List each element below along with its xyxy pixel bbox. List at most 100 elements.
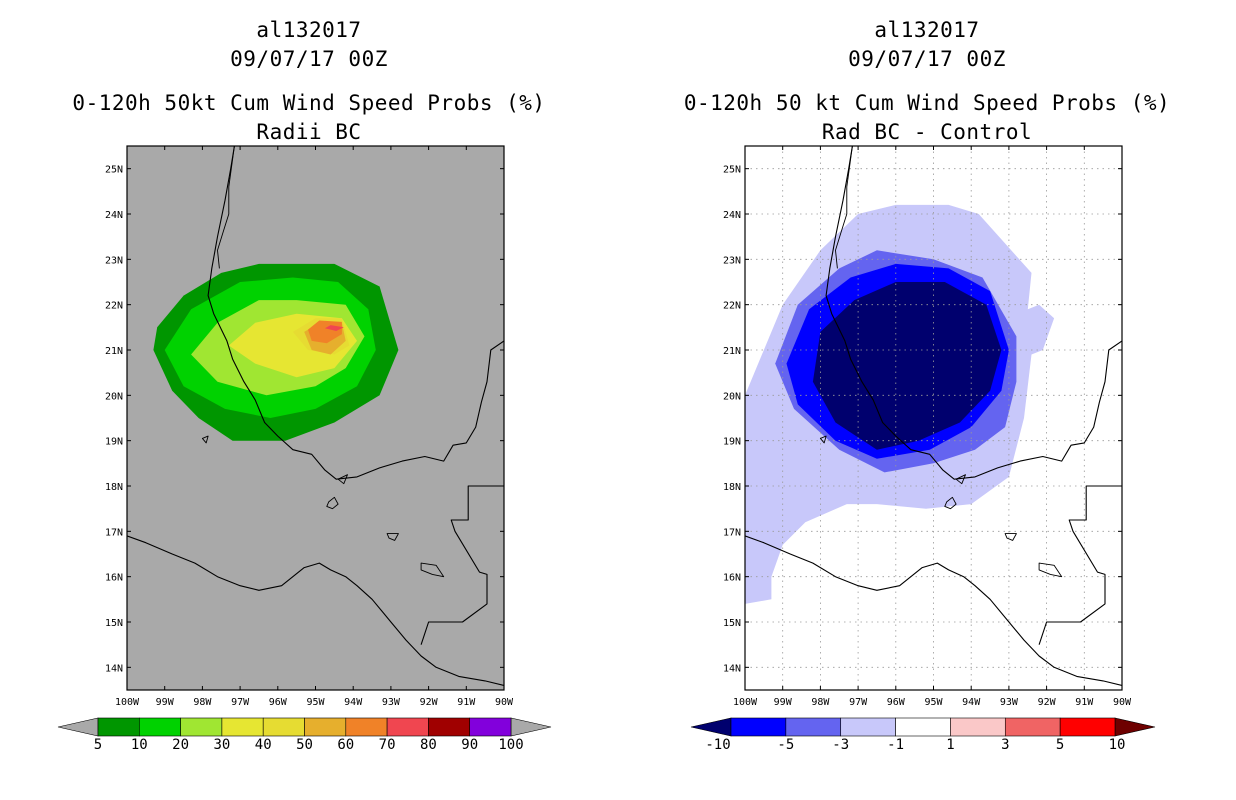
colorbar-high-arrow: [510, 717, 552, 737]
colorbar-swatch: [895, 717, 951, 737]
colorbar-swatch: [386, 717, 429, 737]
contour-neg10: [812, 282, 1002, 450]
x-tick-label: 98W: [811, 697, 830, 708]
gulf-coastline: [207, 146, 504, 480]
x-tick-label: 100W: [115, 697, 140, 708]
lake-outline: [386, 533, 399, 541]
product-title: 0-120h 50kt Cum Wind Speed Probs (%): [72, 91, 546, 115]
probability-map: 100W 99W 98W 97W 96W 95W 94W 93W 92W 91W 90W 25N 24N…: [57, 145, 552, 753]
colorbar-label: 80: [420, 737, 437, 753]
y-tick-label: 21N: [105, 346, 123, 357]
colorbar-label: 3: [1001, 737, 1009, 753]
colorbar-swatch: [950, 717, 1006, 737]
colorbar-label: 70: [379, 737, 396, 753]
colorbar-swatch: [97, 717, 140, 737]
lake-outline: [1004, 533, 1017, 541]
right-panel: al132017 09/07/17 00Z 0-120h 50 kt Cum W…: [618, 0, 1236, 800]
x-tick-label: 99W: [774, 697, 793, 708]
colorbar-label: 10: [131, 737, 148, 753]
product-title: 0-120h 50 kt Cum Wind Speed Probs (%): [683, 91, 1171, 115]
colorbar-label: 5: [1056, 737, 1064, 753]
lake-outline: [955, 474, 966, 485]
colorbar-swatch: [139, 717, 181, 737]
y-tick-label: 23N: [723, 255, 741, 266]
x-tick-label: 96W: [887, 697, 906, 708]
x-tick-label: 93W: [382, 697, 401, 708]
colorbar-label: 20: [172, 737, 189, 753]
y-tick-label: 14N: [105, 663, 123, 674]
colorbar-label: 50: [296, 737, 313, 753]
valid-time-title: 09/07/17 00Z: [230, 47, 388, 71]
y-tick-label: 17N: [723, 527, 741, 538]
map-layer: [745, 146, 1122, 690]
colorbar-label: -5: [777, 737, 794, 753]
lake-outline: [944, 496, 957, 510]
y-tick-label: 16N: [723, 573, 741, 584]
colorbar-label: 90: [461, 737, 478, 753]
colorbar-label: 30: [213, 737, 230, 753]
colorbar-label: -10: [705, 737, 730, 753]
x-tick-label: 95W: [924, 697, 943, 708]
colorbar-label: 100: [498, 737, 523, 753]
y-tick-label: 20N: [723, 391, 741, 402]
x-tick-label: 98W: [193, 697, 212, 708]
colorbar-swatch: [730, 717, 787, 737]
lake-outline: [420, 562, 445, 578]
y-tick-label: 15N: [105, 618, 123, 629]
x-tick-label: 91W: [457, 697, 476, 708]
colorbar-label: 40: [255, 737, 272, 753]
difference-map: 100W 99W 98W 97W 96W 95W 94W 93W 92W 91W 90W 25N 24N…: [690, 145, 1156, 753]
colorbar-low-arrow: [690, 717, 732, 737]
y-tick-label: 16N: [105, 573, 123, 584]
x-tick-label: 91W: [1075, 697, 1094, 708]
x-tick-label: 92W: [420, 697, 439, 708]
x-tick-label: 90W: [1113, 697, 1132, 708]
colorbar-swatch: [1059, 717, 1116, 737]
x-tick-label: 96W: [269, 697, 288, 708]
gulf-coastline: [825, 146, 1122, 480]
colorbar: -10 -5 -3 -1 1 3 5 10: [690, 717, 1156, 753]
colorbar-label: -1: [887, 737, 904, 753]
x-tick-label: 93W: [1000, 697, 1019, 708]
pacific-coastline: [745, 535, 1122, 687]
x-tick-label: 97W: [849, 697, 868, 708]
lake-outline: [819, 435, 827, 444]
y-tick-label: 15N: [723, 618, 741, 629]
y-tick-label: 22N: [105, 301, 123, 312]
colorbar-swatch: [1004, 717, 1061, 737]
colorbar-label: -3: [832, 737, 849, 753]
valid-time-title: 09/07/17 00Z: [848, 47, 1006, 71]
lake-outline: [326, 496, 339, 510]
colorbar-swatch: [785, 717, 842, 737]
x-tick-label: 97W: [231, 697, 250, 708]
colorbar-label: 5: [94, 737, 102, 753]
map-layer: [127, 146, 504, 687]
lake-outline: [201, 435, 209, 444]
country-border: [420, 485, 504, 645]
x-tick-label: 99W: [156, 697, 175, 708]
colorbar-swatch: [221, 717, 264, 737]
barrier-island: [835, 146, 853, 269]
colorbar-label: 60: [337, 737, 354, 753]
x-tick-label: 90W: [495, 697, 514, 708]
subtitle: Radii BC: [256, 120, 362, 144]
colorbar-low-arrow: [57, 717, 99, 737]
lake-outline: [1038, 562, 1063, 578]
x-tick-label: 94W: [344, 697, 363, 708]
y-tick-label: 14N: [723, 663, 741, 674]
x-tick-label: 94W: [962, 697, 981, 708]
x-tick-label: 95W: [306, 697, 325, 708]
y-tick-label: 19N: [105, 437, 123, 448]
colorbar-swatch: [840, 717, 896, 737]
left-panel: al132017 09/07/17 00Z 0-120h 50kt Cum Wi…: [57, 18, 552, 753]
x-tick-label: 92W: [1038, 697, 1057, 708]
y-tick-label: 19N: [723, 437, 741, 448]
colorbar-label: 1: [946, 737, 954, 753]
subtitle: Rad BC - Control: [821, 120, 1033, 144]
storm-id-title: al132017: [874, 18, 980, 42]
storm-id-title: al132017: [256, 18, 362, 42]
barrier-island: [217, 146, 235, 269]
colorbar-label: 10: [1109, 737, 1126, 753]
y-tick-label: 24N: [105, 210, 123, 221]
y-tick-label: 21N: [723, 346, 741, 357]
